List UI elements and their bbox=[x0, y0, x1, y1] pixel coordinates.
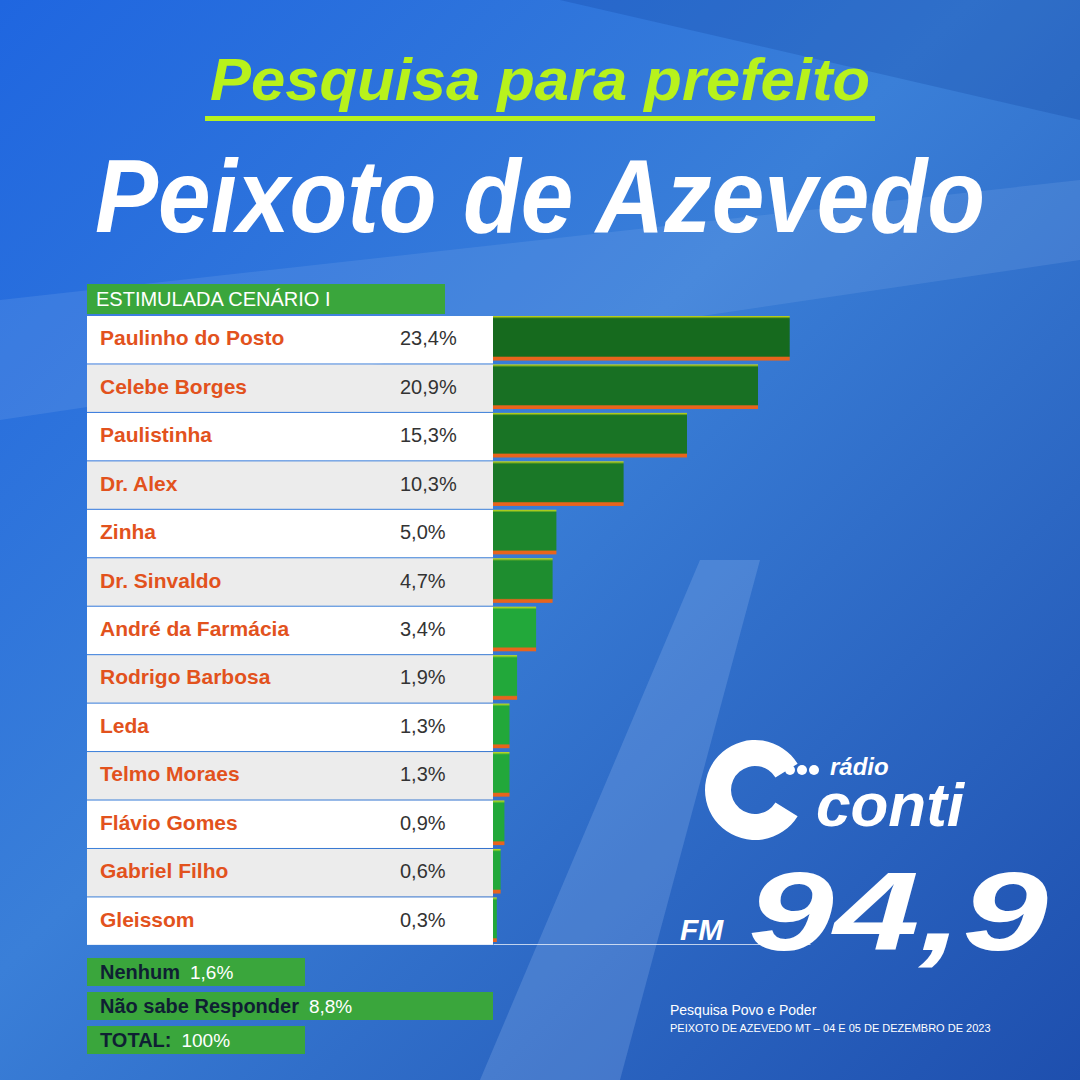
row-panel bbox=[87, 897, 493, 944]
row-panel bbox=[87, 607, 493, 654]
row-panel bbox=[87, 704, 493, 751]
category-label: Dr. Sinvaldo bbox=[100, 569, 221, 592]
category-label: Rodrigo Barbosa bbox=[100, 665, 271, 688]
source-line: PEIXOTO DE AZEVEDO MT – 04 E 05 DE DEZEM… bbox=[670, 1022, 991, 1034]
background bbox=[0, 0, 1080, 1080]
row-panel bbox=[87, 752, 493, 799]
row-panel bbox=[87, 413, 493, 460]
summary-label: Não sabe Responder bbox=[100, 995, 299, 1017]
value-label: 0,3% bbox=[400, 909, 446, 931]
brand-icon bbox=[705, 740, 798, 840]
value-label: 3,4% bbox=[400, 618, 446, 640]
value-label: 15,3% bbox=[400, 424, 457, 446]
row-panel bbox=[87, 655, 493, 702]
bars bbox=[493, 316, 790, 942]
brand-band: FM bbox=[680, 913, 724, 946]
summary-value: 100% bbox=[181, 1030, 230, 1051]
bar bbox=[493, 364, 758, 409]
row-panel bbox=[87, 364, 493, 411]
category-label: Celebe Borges bbox=[100, 375, 247, 398]
bar bbox=[493, 849, 501, 894]
summary-box bbox=[87, 1026, 305, 1054]
scenario-label: ESTIMULADA CENÁRIO I bbox=[96, 288, 331, 310]
bar bbox=[493, 655, 517, 700]
summary-value: 8,8% bbox=[309, 996, 352, 1017]
category-label: Flávio Gomes bbox=[100, 811, 238, 834]
category-label: Zinha bbox=[100, 520, 156, 543]
bar bbox=[493, 413, 687, 458]
summary-box bbox=[87, 958, 305, 986]
bar bbox=[493, 752, 509, 797]
bar bbox=[493, 607, 536, 652]
row-panel bbox=[87, 558, 493, 605]
category-label: André da Farmácia bbox=[100, 617, 289, 640]
bar bbox=[493, 558, 553, 603]
category-label: Paulinho do Posto bbox=[100, 326, 284, 349]
subtitle: Peixoto de Azevedo bbox=[95, 138, 985, 254]
brand-frequency: 94,9 bbox=[748, 849, 1048, 974]
value-label: 1,3% bbox=[400, 715, 446, 737]
title-underline bbox=[205, 116, 875, 121]
value-labels: 23,4% 20,9% 15,3% 10,3% 5,0% 4,7% 3,4% 1,9% 1,3%… bbox=[400, 327, 457, 930]
value-label: 20,9% bbox=[400, 376, 457, 398]
value-label: 0,6% bbox=[400, 860, 446, 882]
row-panel bbox=[87, 510, 493, 557]
row-panels bbox=[87, 316, 493, 945]
category-label: Gabriel Filho bbox=[100, 859, 228, 882]
value-label: 1,3% bbox=[400, 763, 446, 785]
bar bbox=[493, 704, 509, 749]
category-label: Paulistinha bbox=[100, 423, 212, 446]
scenario-box bbox=[87, 284, 445, 314]
row-panel bbox=[87, 461, 493, 508]
summary-label: TOTAL: bbox=[100, 1029, 171, 1051]
value-label: 1,9% bbox=[400, 666, 446, 688]
bar bbox=[493, 316, 790, 361]
brand-name: conti bbox=[816, 770, 966, 839]
bar bbox=[493, 510, 556, 555]
summary: Nenhum 1,6% Não sabe Responder 8,8% TOTAL: 10… bbox=[87, 958, 493, 1054]
value-label: 23,4% bbox=[400, 327, 457, 349]
value-label: 0,9% bbox=[400, 812, 446, 834]
bar bbox=[493, 801, 504, 846]
brand-logo: rádiocontiFM94,9 bbox=[680, 740, 1048, 974]
category-label: Leda bbox=[100, 714, 149, 737]
brand-icon-dot bbox=[797, 765, 807, 775]
bar bbox=[493, 897, 497, 942]
row-panel bbox=[87, 316, 493, 363]
value-label: 5,0% bbox=[400, 521, 446, 543]
poster: Pesquisa para prefeito Peixoto de Azevedo… bbox=[0, 0, 1080, 1080]
row-panel bbox=[87, 801, 493, 848]
category-label: Dr. Alex bbox=[100, 472, 178, 495]
background-decoration bbox=[0, 0, 1080, 1080]
summary-label: Nenhum bbox=[100, 961, 180, 983]
category-labels: Paulinho do Posto Celebe Borges Paulistinh… bbox=[100, 326, 289, 930]
source-line: Pesquisa Povo e Poder bbox=[670, 1002, 817, 1018]
value-label: 10,3% bbox=[400, 473, 457, 495]
row-panel bbox=[87, 849, 493, 896]
summary-value: 1,6% bbox=[190, 962, 233, 983]
summary-box bbox=[87, 992, 493, 1020]
bar bbox=[493, 461, 624, 506]
title: Pesquisa para prefeito bbox=[210, 46, 870, 113]
value-label: 4,7% bbox=[400, 570, 446, 592]
brand-icon-dot bbox=[785, 765, 795, 775]
chart-root: Pesquisa para prefeito Peixoto de Azevedo… bbox=[0, 0, 1080, 1080]
category-label: Telmo Moraes bbox=[100, 762, 240, 785]
category-label: Gleissom bbox=[100, 908, 195, 931]
